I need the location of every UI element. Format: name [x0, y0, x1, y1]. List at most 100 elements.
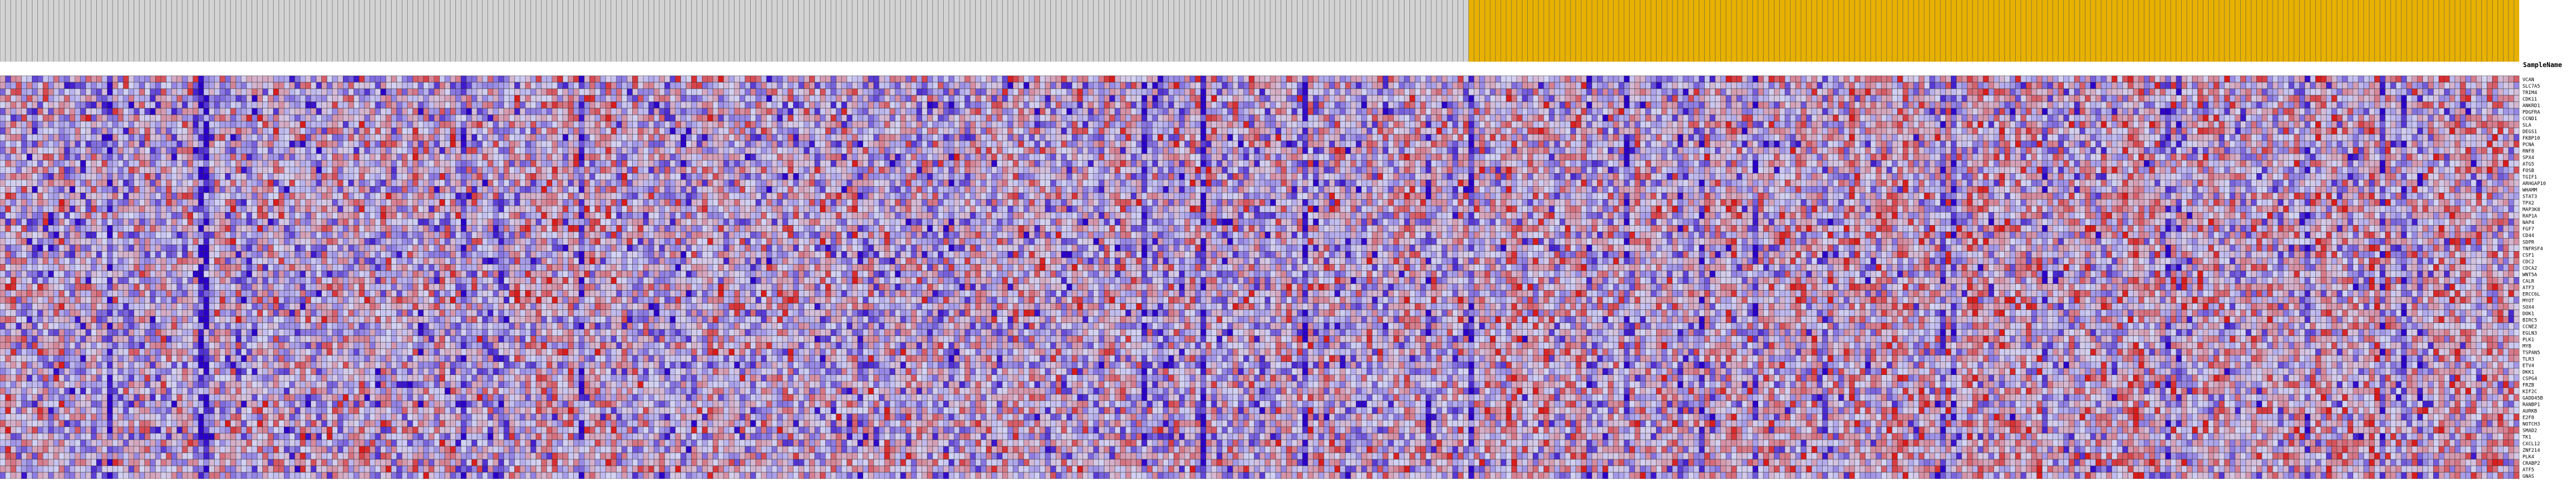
heatmap-cell	[289, 121, 295, 128]
heatmap-cell	[1153, 128, 1158, 134]
heatmap-cell	[375, 128, 381, 134]
heatmap-cell	[118, 95, 123, 102]
heatmap-cell	[337, 108, 343, 115]
heatmap-cell	[568, 82, 574, 89]
heatmap-cell	[300, 121, 306, 128]
heatmap-cell	[740, 76, 745, 82]
heatmap-cell	[1350, 115, 1356, 121]
heatmap-cell	[1115, 89, 1120, 95]
heatmap-cell	[2138, 82, 2144, 89]
heatmap-cell	[1233, 95, 1238, 102]
heatmap-cell	[1184, 128, 1190, 134]
heatmap-cell	[2487, 89, 2493, 95]
heatmap-cell	[1211, 121, 1217, 128]
heatmap-cell	[2042, 89, 2048, 95]
heatmap-cell	[2439, 89, 2444, 95]
heatmap-cell	[1828, 128, 1833, 134]
heatmap-cell	[1930, 115, 1935, 121]
heatmap-cell	[2444, 102, 2449, 108]
heatmap-cell	[2412, 121, 2418, 128]
heatmap-cell	[1796, 95, 1801, 102]
heatmap-cell	[1453, 121, 1458, 128]
heatmap-cell	[943, 121, 949, 128]
heatmap-cell	[1790, 102, 1796, 108]
heatmap-cell	[1892, 115, 1897, 121]
heatmap-cell	[793, 89, 799, 95]
heatmap-cell	[761, 128, 766, 134]
heatmap-cell	[1035, 102, 1040, 108]
heatmap-cell	[810, 102, 815, 108]
heatmap-cell	[1431, 134, 1436, 141]
heatmap-cell	[1040, 121, 1045, 128]
heatmap-cell	[2364, 102, 2369, 108]
heatmap-cell	[1833, 89, 1838, 95]
heatmap-cell	[2090, 108, 2096, 115]
heatmap-cell	[182, 95, 188, 102]
heatmap-cell	[1485, 82, 1490, 89]
heatmap-cell	[1024, 121, 1029, 128]
heatmap-cell	[2085, 95, 2090, 102]
heatmap-cell	[311, 82, 316, 89]
heatmap-cell	[2492, 108, 2498, 115]
heatmap-cell	[1110, 89, 1115, 95]
heatmap-cell	[2053, 108, 2058, 115]
heatmap-cell	[1935, 82, 1941, 89]
heatmap-cell	[595, 121, 600, 128]
heatmap-cell	[1474, 89, 1479, 95]
heatmap-cell	[295, 121, 300, 128]
heatmap-cell	[2037, 102, 2042, 108]
heatmap-cell	[852, 82, 858, 89]
heatmap-cell	[1897, 89, 1903, 95]
heatmap-cell	[1281, 95, 1287, 102]
heatmap-cell	[488, 121, 493, 128]
heatmap-cell	[2241, 76, 2246, 82]
heatmap-cell	[1661, 102, 1667, 108]
heatmap-cell	[2256, 108, 2262, 115]
heatmap-cell	[1688, 89, 1694, 95]
heatmap-cell	[1238, 128, 1243, 134]
heatmap-cell	[284, 76, 289, 82]
heatmap-cell	[2390, 89, 2396, 95]
heatmap-cell	[2048, 108, 2053, 115]
heatmap-cell	[2369, 115, 2375, 121]
heatmap-cell	[359, 95, 365, 102]
heatmap-cell	[606, 76, 611, 82]
heatmap-cell	[2214, 128, 2219, 134]
heatmap-cell	[1651, 89, 1656, 95]
heatmap-cell	[2166, 128, 2171, 134]
heatmap-cell	[171, 89, 177, 95]
heatmap-cell	[11, 108, 16, 115]
heatmap-cell	[804, 128, 810, 134]
heatmap-cell	[1962, 108, 1967, 115]
heatmap-cell	[514, 95, 520, 102]
heatmap-cell	[1806, 121, 1812, 128]
heatmap-cell	[622, 115, 627, 121]
heatmap-cell	[970, 115, 976, 121]
heatmap-cell	[48, 95, 54, 102]
heatmap-cell	[1608, 76, 1613, 82]
heatmap-cell	[2342, 102, 2348, 108]
heatmap-cell	[611, 121, 617, 128]
heatmap-cell	[493, 115, 499, 121]
heatmap-cell	[332, 108, 337, 115]
heatmap-cell	[2149, 115, 2155, 121]
heatmap-cell	[2031, 76, 2037, 82]
heatmap-cell	[407, 115, 413, 121]
heatmap-cell	[1699, 89, 1705, 95]
heatmap-cell	[1571, 95, 1576, 102]
heatmap-cell	[568, 134, 574, 141]
heatmap-cell	[1956, 89, 1962, 95]
heatmap-cell	[2256, 89, 2262, 95]
heatmap-cell	[327, 82, 333, 89]
heatmap-cell	[1125, 121, 1131, 128]
heatmap-cell	[284, 82, 289, 89]
heatmap-cell	[1667, 89, 1672, 95]
heatmap-cell	[2348, 102, 2353, 108]
heatmap-cell	[1350, 102, 1356, 108]
heatmap-cell	[455, 82, 461, 89]
heatmap-cell	[198, 115, 204, 121]
heatmap-cell	[541, 82, 547, 89]
heatmap-cell	[1233, 134, 1238, 141]
heatmap-cell	[1806, 102, 1812, 108]
heatmap-cell	[1217, 115, 1222, 121]
